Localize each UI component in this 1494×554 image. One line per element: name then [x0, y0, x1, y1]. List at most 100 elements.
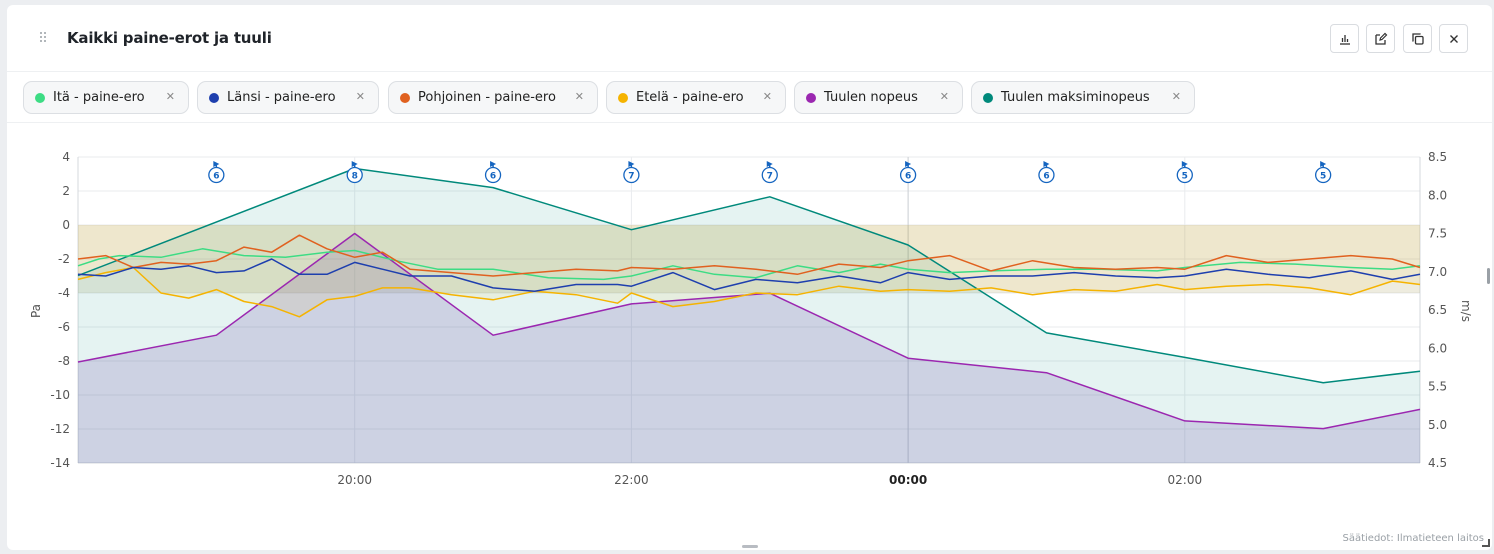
- right-axis-tick: 7.5: [1428, 227, 1447, 241]
- wind-direction-marker: [346, 166, 363, 184]
- legend-label: Pohjoinen - paine-ero: [418, 90, 556, 105]
- right-axis-tick: 6.5: [1428, 303, 1447, 317]
- legend-chip-lansi[interactable]: Länsi - paine-ero ✕: [197, 81, 379, 114]
- wind-direction-value: 7: [767, 172, 773, 182]
- remove-icon[interactable]: ✕: [355, 90, 365, 103]
- legend-bar: Itä - paine-ero ✕ Länsi - paine-ero ✕ Po…: [7, 73, 1492, 123]
- right-axis-tick: 8.0: [1428, 188, 1447, 202]
- remove-icon[interactable]: ✕: [165, 90, 175, 103]
- edit-button[interactable]: [1366, 24, 1395, 53]
- x-axis-tick: 22:00: [614, 473, 649, 487]
- wind-direction-value: 6: [213, 172, 219, 182]
- wind-direction-value: 5: [1320, 172, 1326, 182]
- left-axis-tick: -2: [58, 252, 70, 266]
- chart-type-button[interactable]: [1330, 24, 1359, 53]
- legend-dot: [35, 92, 45, 103]
- widget-header: Kaikki paine-erot ja tuuli: [7, 5, 1492, 72]
- legend-dot: [618, 92, 628, 103]
- resize-corner-icon[interactable]: [1482, 539, 1490, 547]
- widget-card: Kaikki paine-erot ja tuuli: [7, 5, 1492, 550]
- wind-direction-marker: [623, 166, 640, 184]
- series-line: [77, 167, 1421, 384]
- legend-chip-pohjoinen[interactable]: Pohjoinen - paine-ero ✕: [388, 81, 598, 114]
- wind-direction-arrow: [1043, 161, 1050, 167]
- wind-direction-value: 5: [1182, 172, 1188, 182]
- wind-direction-arrow: [905, 161, 912, 167]
- right-axis-tick: 4.5: [1428, 456, 1447, 470]
- legend-chip-tuulen-nopeus[interactable]: Tuulen nopeus ✕: [794, 81, 963, 114]
- series-area: [78, 225, 1420, 317]
- remove-icon[interactable]: ✕: [1171, 90, 1181, 103]
- widget-title: Kaikki paine-erot ja tuuli: [67, 29, 272, 47]
- chart-area[interactable]: 4 2 0 -2 -4 -6 -8 -10 -12 -14 8.5 8.0 7.5 7.0 6.5 6.0 5.…: [7, 5, 1492, 550]
- wind-direction-marker: [1176, 166, 1193, 184]
- drag-handle-icon[interactable]: [40, 32, 48, 44]
- legend-chip-etela[interactable]: Etelä - paine-ero ✕: [606, 81, 786, 114]
- close-button[interactable]: [1439, 24, 1468, 53]
- wind-direction-arrow: [628, 161, 635, 167]
- left-axis-tick: -10: [50, 388, 70, 402]
- left-axis-tick: -14: [50, 456, 70, 470]
- remove-icon[interactable]: ✕: [939, 90, 949, 103]
- wind-direction-value: 6: [490, 172, 496, 182]
- wind-direction-marker: [761, 166, 778, 184]
- wind-direction-arrow: [1181, 161, 1188, 167]
- legend-label: Etelä - paine-ero: [636, 90, 744, 105]
- left-axis-tick: 4: [62, 150, 70, 164]
- x-axis-tick: 00:00: [889, 473, 927, 487]
- wind-direction-marker: [208, 166, 225, 184]
- left-axis-tick: -8: [58, 354, 70, 368]
- wind-direction-value: 6: [1043, 172, 1049, 182]
- remove-icon[interactable]: ✕: [762, 90, 772, 103]
- left-axis-tick: -6: [58, 320, 70, 334]
- edit-icon: [1374, 32, 1387, 45]
- legend-dot: [806, 92, 816, 103]
- x-axis-tick: 20:00: [337, 473, 372, 487]
- wind-direction-marker: [484, 166, 502, 184]
- right-axis-tick: 7.0: [1428, 265, 1447, 279]
- legend-label: Tuulen maksiminopeus: [1001, 90, 1150, 105]
- resize-handle-side[interactable]: [1487, 268, 1490, 284]
- right-axis-tick: 6.0: [1428, 341, 1447, 355]
- legend-dot: [400, 92, 410, 103]
- close-icon: [1449, 34, 1458, 43]
- wind-direction-arrow: [766, 161, 773, 167]
- left-axis-tick: -12: [50, 422, 70, 436]
- wind-direction-value: 6: [905, 172, 911, 182]
- series-line: [77, 258, 1421, 293]
- wind-direction-marker: [899, 166, 917, 184]
- data-credit: Säätiedot: Ilmatieteen laitos: [1342, 533, 1484, 544]
- wind-direction-arrow: [1320, 161, 1327, 167]
- series-line: [77, 266, 1421, 318]
- wind-direction-marker: [1315, 166, 1332, 184]
- wind-direction-arrow: [490, 161, 497, 167]
- series-line: [77, 234, 1421, 277]
- left-axis-tick: 0: [62, 218, 70, 232]
- left-axis-label: Pa: [29, 304, 43, 318]
- legend-label: Itä - paine-ero: [53, 90, 145, 105]
- legend-dot: [983, 92, 993, 103]
- legend-label: Länsi - paine-ero: [227, 90, 336, 105]
- legend-chip-ita[interactable]: Itä - paine-ero ✕: [23, 81, 189, 114]
- remove-icon[interactable]: ✕: [574, 90, 584, 103]
- duplicate-button[interactable]: [1403, 24, 1432, 53]
- legend-chip-tuulen-maksiminopeus[interactable]: Tuulen maksiminopeus ✕: [971, 81, 1195, 114]
- copy-icon: [1411, 32, 1424, 45]
- right-axis-tick: 5.5: [1428, 380, 1447, 394]
- left-axis-tick: 2: [62, 184, 70, 198]
- right-axis-tick: 5.0: [1428, 418, 1447, 432]
- wind-direction-arrow: [351, 161, 358, 167]
- chart-icon: [1339, 34, 1350, 45]
- right-axis-label: m/s: [1459, 300, 1473, 322]
- series-area: [78, 168, 1420, 463]
- series-area: [78, 233, 1420, 463]
- x-axis-tick: 02:00: [1168, 473, 1203, 487]
- wind-direction-value: 8: [352, 172, 358, 182]
- left-axis-tick: -4: [58, 286, 70, 300]
- right-axis-tick: 8.5: [1428, 150, 1447, 164]
- legend-label: Tuulen nopeus: [824, 90, 918, 105]
- legend-dot: [209, 92, 219, 103]
- wind-direction-arrow: [213, 161, 220, 167]
- resize-handle-bottom[interactable]: [742, 545, 758, 548]
- wind-direction-value: 7: [628, 172, 634, 182]
